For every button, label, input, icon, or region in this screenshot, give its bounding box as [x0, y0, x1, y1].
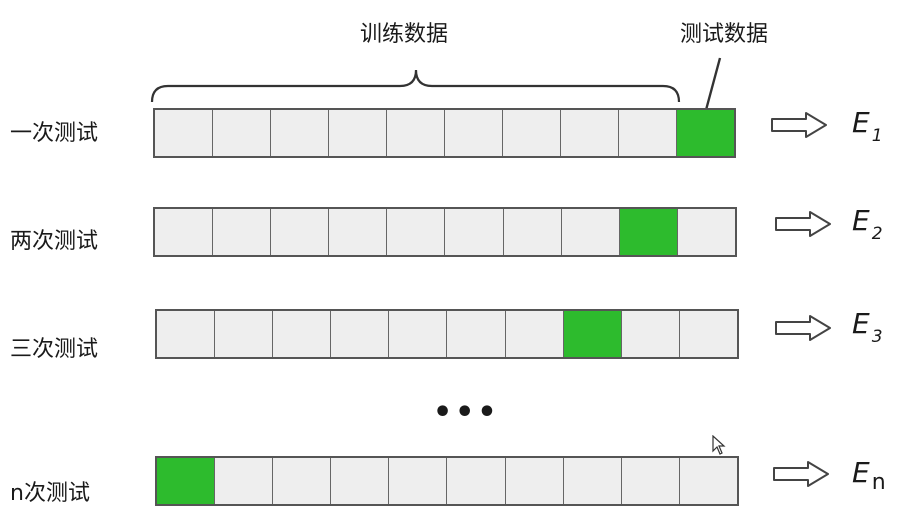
train-fold-cell [389, 458, 448, 504]
row-label: 三次测试 [10, 337, 99, 362]
train-fold-cell [561, 110, 619, 156]
test-data-label: 测试数据 [680, 22, 769, 47]
train-fold-cell [329, 110, 387, 156]
train-fold-cell [621, 458, 680, 504]
train-fold-cell [213, 110, 271, 156]
train-fold-cell [561, 209, 620, 255]
data-strip [153, 207, 737, 257]
train-fold-cell [389, 311, 448, 357]
train-fold-cell [679, 458, 737, 504]
data-strip [155, 309, 739, 359]
train-fold-cell [213, 209, 272, 255]
train-fold-cell [445, 209, 504, 255]
train-fold-cell [157, 311, 216, 357]
train-fold-cell [155, 110, 213, 156]
test-fold-cell [157, 458, 216, 504]
train-fold-cell [677, 209, 735, 255]
data-strip [155, 456, 739, 506]
train-fold-cell [155, 209, 214, 255]
row-label: n次测试 [10, 481, 90, 506]
mouse-cursor-icon [712, 435, 726, 455]
right-arrow-icon [775, 211, 831, 237]
right-arrow-icon [773, 461, 829, 487]
train-fold-cell [619, 110, 677, 156]
train-fold-cell [505, 311, 564, 357]
train-fold-cell [273, 458, 332, 504]
right-arrow-icon [775, 315, 831, 341]
train-fold-cell [445, 110, 503, 156]
training-brace [150, 69, 681, 103]
train-fold-cell [447, 311, 506, 357]
training-data-label: 训练数据 [360, 22, 449, 47]
train-fold-cell [505, 458, 564, 504]
train-fold-cell [273, 311, 332, 357]
train-fold-cell [271, 209, 330, 255]
train-fold-cell [271, 110, 329, 156]
row-label: 两次测试 [10, 229, 99, 254]
train-fold-cell [329, 209, 388, 255]
right-arrow-icon [771, 112, 827, 138]
train-fold-cell [503, 209, 562, 255]
test-pointer-line [704, 57, 722, 111]
train-fold-cell [215, 311, 274, 357]
test-fold-cell [563, 311, 622, 357]
train-fold-cell [215, 458, 274, 504]
train-fold-cell [503, 110, 561, 156]
ellipsis-dots: ••• [433, 395, 500, 430]
train-fold-cell [387, 209, 446, 255]
test-fold-cell [619, 209, 678, 255]
train-fold-cell [563, 458, 622, 504]
data-strip [153, 108, 736, 158]
train-fold-cell [679, 311, 737, 357]
train-fold-cell [447, 458, 506, 504]
test-fold-cell [677, 110, 734, 156]
train-fold-cell [331, 311, 390, 357]
row-label: 一次测试 [10, 121, 99, 146]
train-fold-cell [387, 110, 445, 156]
result-en: En [852, 456, 886, 496]
train-fold-cell [621, 311, 680, 357]
train-fold-cell [331, 458, 390, 504]
